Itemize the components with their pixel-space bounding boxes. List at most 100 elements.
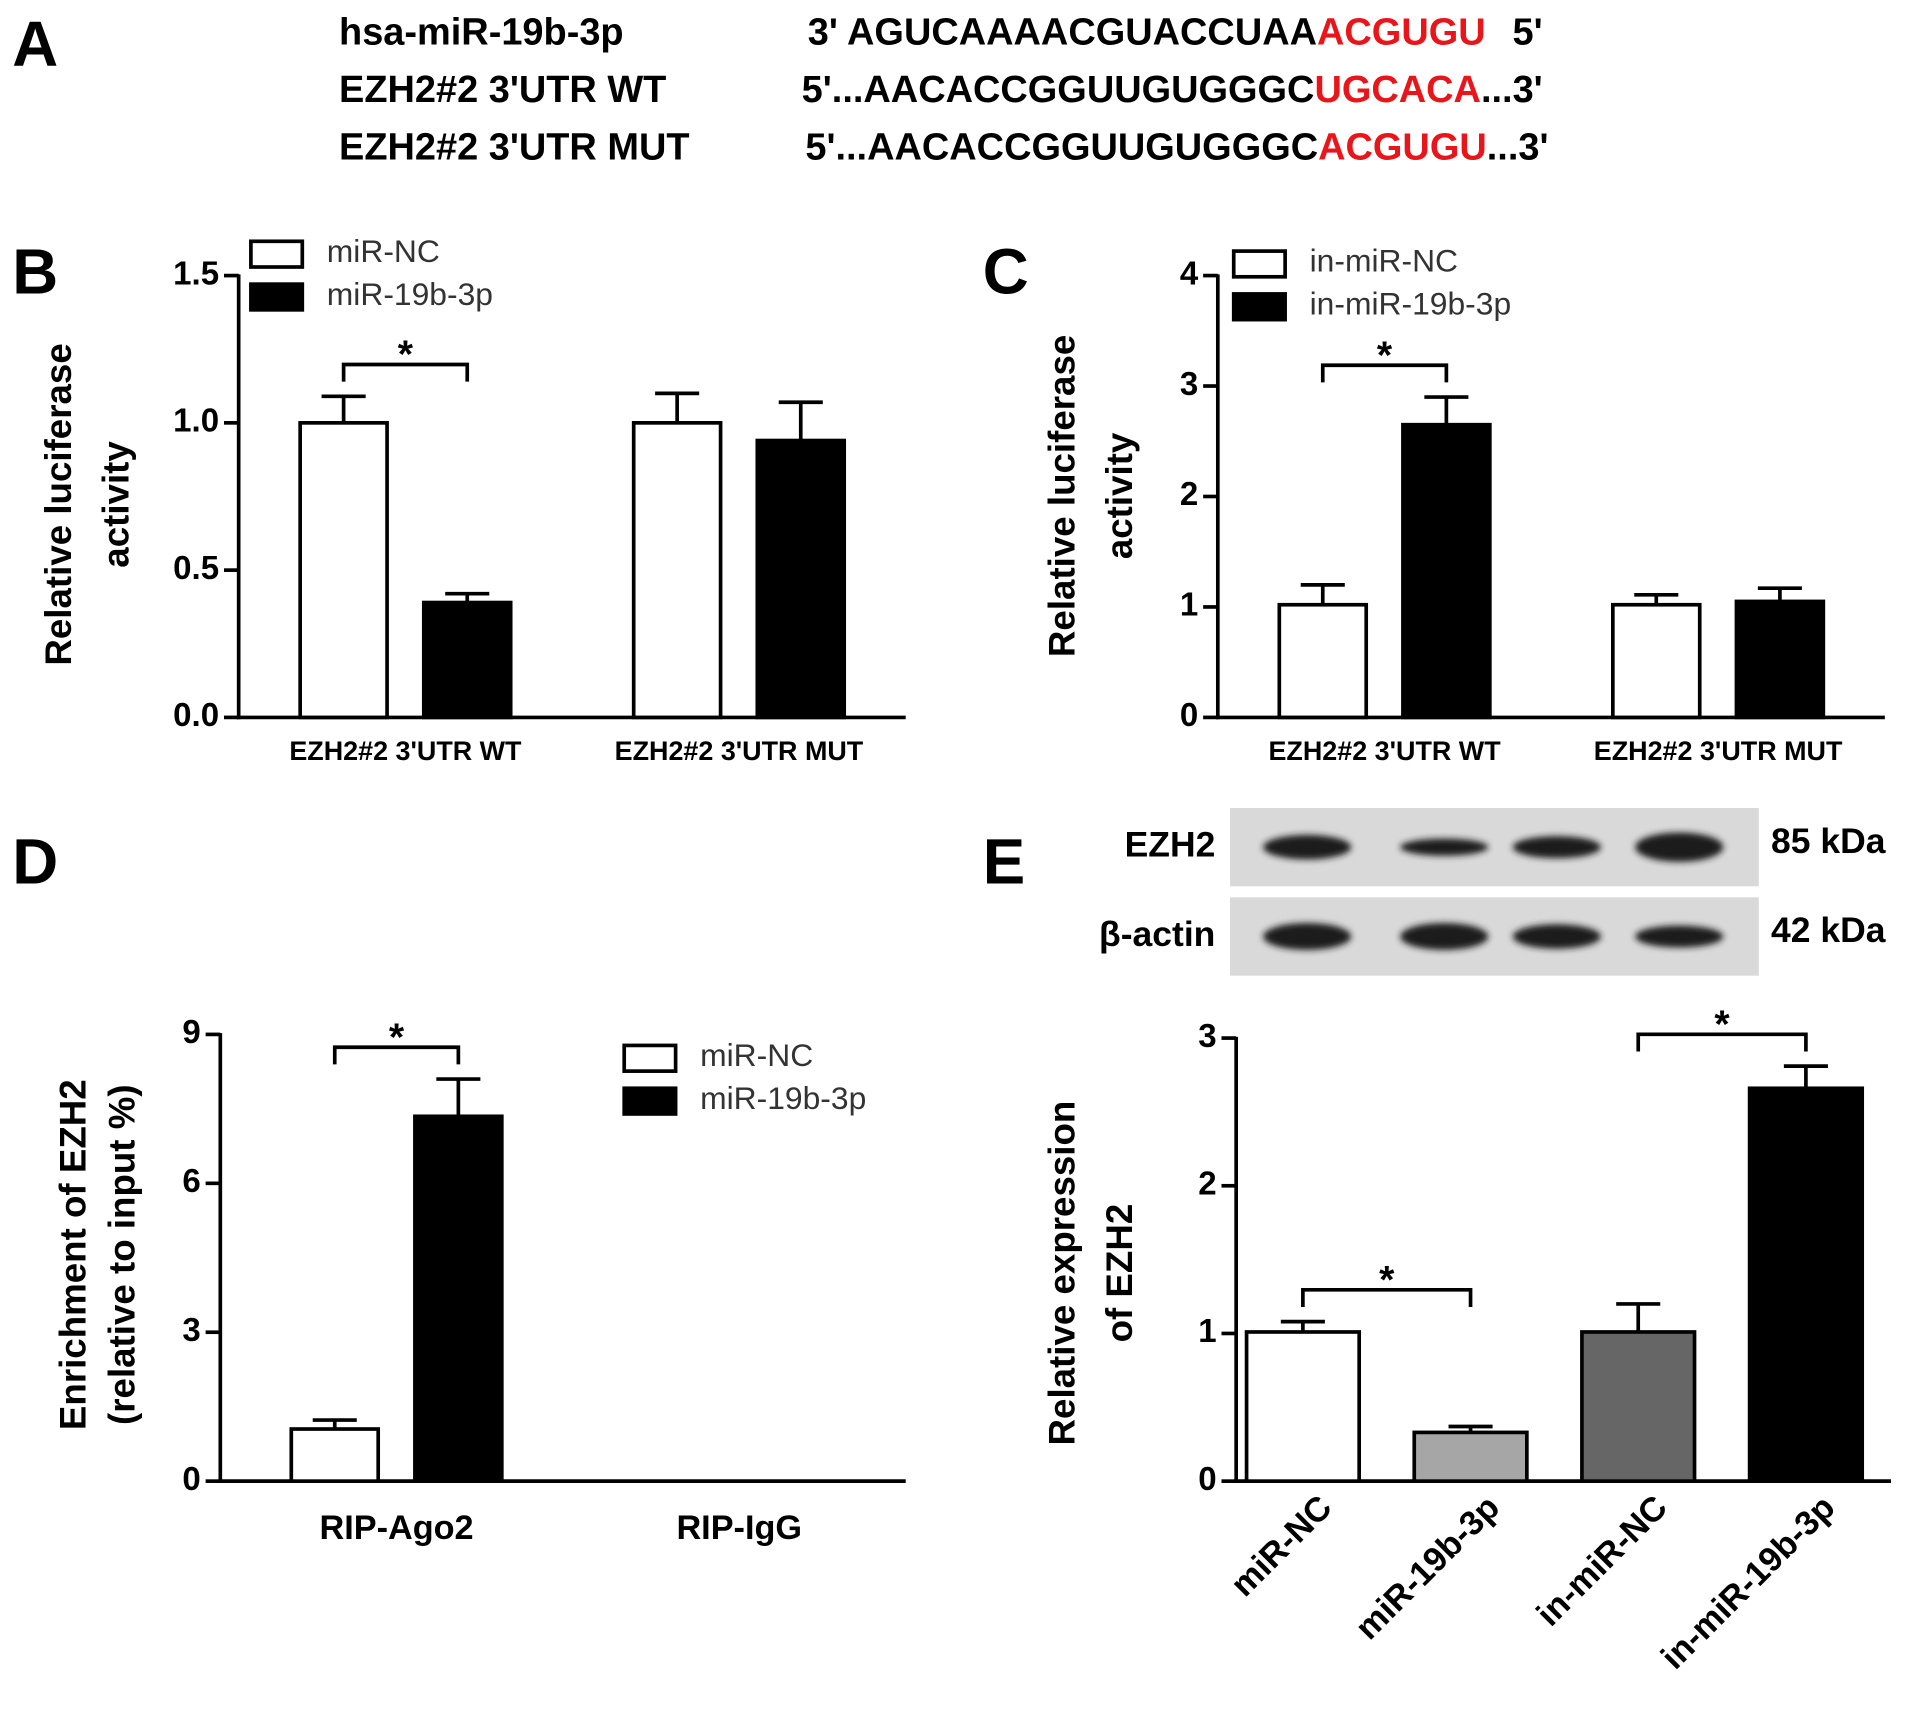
y-tick-label: 4: [1180, 255, 1199, 292]
blot-band: [1635, 832, 1724, 862]
legend-label: miR-19b-3p: [327, 276, 493, 312]
bar: [289, 1427, 381, 1483]
y-axis-label: Relative expression: [1042, 1101, 1083, 1446]
y-axis-label: Relative luciferase: [1042, 335, 1083, 657]
y-tick-label: 0: [182, 1461, 200, 1498]
sequence-suffix: 5': [1513, 11, 1543, 53]
significance-label: *: [1714, 1003, 1730, 1046]
bar: [421, 600, 513, 720]
x-tick-label: RIP-Ago2: [319, 1509, 473, 1547]
blot-band: [1512, 836, 1601, 859]
y-tick-label: 1.0: [173, 403, 219, 440]
x-tick-label: EZH2#2 3'UTR MUT: [615, 736, 864, 766]
error-bar: [1448, 1424, 1493, 1433]
legend-swatch: [249, 239, 305, 269]
legend-swatch: [1231, 249, 1287, 279]
y-tick-label: 3: [182, 1312, 200, 1349]
y-axis-label: Relative luciferase: [38, 343, 79, 665]
sequence-suffix: ...3': [1481, 69, 1543, 111]
legend-label: in-miR-NC: [1310, 243, 1458, 279]
bar: [631, 421, 723, 720]
legend-swatch: [622, 1043, 678, 1073]
bar: [755, 438, 847, 720]
x-tick-label: miR-19b-3p: [1348, 1488, 1507, 1647]
error-bar: [778, 400, 823, 441]
x-tick-label: EZH2#2 3'UTR WT: [289, 736, 522, 766]
bar: [1244, 1330, 1362, 1483]
y-tick-label: 0: [1198, 1461, 1216, 1498]
x-tick-label: miR-NC: [1224, 1488, 1340, 1604]
bar: [1734, 599, 1826, 720]
sequence-prefix: 3' AGUCAAAACGUACCUAA: [808, 11, 1317, 53]
significance-bracket: [332, 1045, 461, 1065]
y-axis-label: activity: [1099, 432, 1140, 559]
sequence: 3' AGUCAAAACGUACCUAAACGUGU 5': [808, 11, 1543, 53]
error-bar: [1757, 586, 1802, 602]
y-tick-label: 3: [1198, 1018, 1216, 1055]
bar: [1610, 602, 1702, 720]
y-tick-label: 1: [1180, 587, 1198, 624]
y-axis-label: Enrichment of EZH2: [53, 1079, 94, 1430]
blot-band: [1263, 923, 1352, 950]
y-tick-label: 3: [1180, 366, 1198, 403]
bar: [298, 421, 389, 720]
error-bar: [1634, 592, 1679, 605]
blot-band: [1400, 923, 1489, 950]
legend-label: in-miR-19b-3p: [1310, 286, 1512, 322]
x-tick-label: in-miR-19b-3p: [1654, 1488, 1842, 1676]
blot-band: [1400, 838, 1489, 856]
error-bar: [1616, 1302, 1661, 1332]
x-tick-label: EZH2#2 3'UTR WT: [1268, 736, 1501, 766]
legend-swatch: [622, 1086, 678, 1116]
sequence-suffix: ...3': [1487, 127, 1549, 169]
y-tick-label: 9: [182, 1014, 200, 1051]
significance-bracket: [1320, 363, 1449, 383]
error-bar: [445, 591, 490, 603]
panel-label: E: [983, 827, 1025, 898]
significance-label: *: [389, 1016, 405, 1059]
x-tick-label: RIP-IgG: [676, 1509, 802, 1547]
blot-band: [1512, 924, 1601, 949]
y-tick-label: 2: [1198, 1166, 1216, 1203]
x-tick-label: in-miR-NC: [1530, 1488, 1675, 1633]
panel-label: D: [12, 827, 58, 898]
sequence-highlight: ACGUGU: [1317, 11, 1486, 53]
significance-label: *: [1379, 1259, 1395, 1302]
bar: [1747, 1086, 1865, 1483]
blot-label: EZH2: [1125, 825, 1216, 865]
panel-label: A: [12, 9, 58, 80]
blot-size: 85 kDa: [1771, 821, 1886, 861]
sequence-prefix: 5'...AACACCGGUUGUGGGC: [802, 69, 1315, 111]
y-tick-label: 2: [1180, 476, 1198, 513]
blot-size: 42 kDa: [1771, 910, 1886, 950]
significance-bracket: [341, 362, 470, 382]
blot-band: [1263, 834, 1352, 860]
bar: [1401, 422, 1492, 720]
error-bar: [436, 1077, 481, 1117]
error-bar: [1300, 583, 1345, 605]
legend-label: miR-19b-3p: [700, 1080, 866, 1116]
sequence-highlight: ACGUGU: [1318, 127, 1487, 169]
sequence-name: hsa-miR-19b-3p: [339, 11, 624, 53]
legend-label: miR-NC: [327, 233, 440, 269]
error-bar: [1280, 1319, 1325, 1332]
error-bar: [312, 1418, 357, 1430]
blot-band: [1635, 925, 1724, 948]
y-tick-label: 0.0: [173, 697, 219, 734]
y-tick-label: 0: [1180, 697, 1198, 734]
sequence-prefix: 5'...AACACCGGUUGUGGGC: [805, 127, 1318, 169]
sequence-name: EZH2#2 3'UTR MUT: [339, 127, 690, 169]
y-tick-label: 1.5: [173, 255, 219, 292]
sequence-highlight: UGCACA: [1314, 69, 1481, 111]
y-axis-label: of EZH2: [1099, 1204, 1140, 1343]
significance-bracket: [1301, 1287, 1473, 1307]
y-axis-label: (relative to input %): [102, 1084, 143, 1425]
sequence: 5'...AACACCGGUUGUGGGCACGUGU...3': [805, 127, 1548, 169]
legend-swatch: [1231, 292, 1287, 322]
x-tick-label: EZH2#2 3'UTR MUT: [1594, 736, 1843, 766]
bar: [1580, 1330, 1697, 1483]
blot-label: β-actin: [1099, 914, 1215, 954]
error-bar: [1783, 1064, 1828, 1089]
bar: [413, 1114, 504, 1483]
